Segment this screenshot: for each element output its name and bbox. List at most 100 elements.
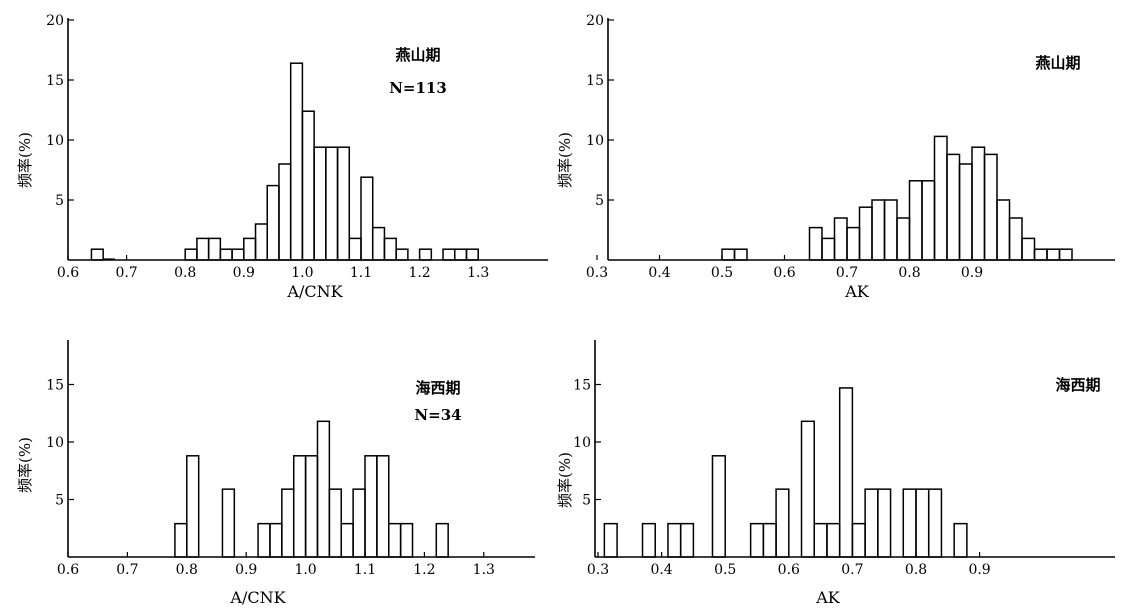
histogram-bar [821,237,836,261]
histogram-bar [838,387,854,558]
histogram-bar [243,237,257,261]
x-tick-label: 0.6 [773,265,795,281]
sample-count-label: N=34 [414,406,461,424]
histogram-bar [775,488,790,558]
y-tick-label: 5 [55,493,64,509]
histogram-bar [603,522,618,558]
histogram-bar [846,226,861,261]
y-tick-label: 15 [573,378,591,394]
histogram-bar [826,522,841,558]
histogram-bar [395,248,409,261]
histogram-bar [316,420,331,558]
histogram-bar [184,248,198,261]
x-tick-label: 0.9 [968,562,990,578]
y-tick-label: 15 [46,378,64,394]
y-tick-label: 15 [46,73,64,89]
x-tick-label: 0.9 [961,265,983,281]
y-tick-label: 10 [46,435,64,451]
histogram-bar [858,206,873,261]
histogram-bar [679,522,695,558]
histogram-bar [983,153,998,261]
histogram-bar [877,488,892,558]
y-axis-title: 频率(%) [16,437,34,493]
histogram-bar [921,180,936,261]
histogram-bar [221,488,236,558]
y-tick-label: 10 [46,133,64,149]
histogram-bar [289,62,304,261]
histogram-bar [1058,248,1073,261]
histogram-bar [90,248,104,261]
histogram-bar [360,176,374,261]
period-annotation: 燕山期 [1035,54,1080,72]
histogram-bar [808,226,823,261]
x-tick-label: 0.9 [233,265,255,281]
histogram-bar [711,455,726,558]
histogram-bar [864,488,879,558]
histogram-bar [896,217,911,261]
histogram-bar [435,522,449,558]
chart-ak-haixi: 5 10 15 0.3 0.4 0.5 0.6 0.7 0.8 0.9 AK 频率(%) 海西期 [556,340,1115,607]
histogram-bar [257,522,271,558]
histogram-bar [388,522,402,558]
histogram-bar [304,455,319,558]
histogram-bar [996,199,1011,261]
histogram-bar [1008,217,1023,261]
x-tick-label: 0.7 [841,562,863,578]
histogram-bar [325,146,339,261]
x-tick-label: 0.8 [176,562,198,578]
x-tick-label: 0.5 [714,562,736,578]
histogram-bar [915,488,930,558]
histogram-bar [908,180,923,261]
x-tick-label: 0.4 [650,562,672,578]
x-tick-label: 0.8 [898,265,920,281]
x-axis-title: AK [815,588,841,607]
histogram-bar [800,420,815,558]
histogram-bar [958,163,973,261]
histogram-bar [871,199,886,261]
histogram-bar [454,248,468,261]
histogram-bar [383,237,397,261]
y-tick-label: 20 [586,13,604,29]
histogram-bar [399,522,414,558]
histogram-bar [266,184,280,261]
y-tick-label: 5 [582,493,591,509]
period-annotation: 燕山期 [395,46,440,64]
chart-ak-yanshan: 5 10 15 20 0.3 0.4 0.5 0.6 0.7 0.8 0.9 AK 频率(%) 燕山期 [556,13,1115,301]
chart-acnk-haixi: 5 10 15 0.6 0.7 0.8 0.9 1.0 1.1 1.2 1.3 A/CNK 频率(%) 海… [16,340,535,607]
histogram-bar [418,248,433,261]
chart-acnk-yanshan: 5 10 15 20 0.6 0.7 0.8 0.9 1.0 1.1 1.2 1.3 A/CNK 频率(%… [16,13,548,301]
histogram-bar [971,146,986,261]
histogram-bar [371,226,386,261]
period-annotation: 海西期 [415,379,460,397]
histogram-bar [749,522,765,558]
histogram-bar [733,248,748,261]
x-tick-label: 0.3 [586,265,608,281]
y-tick-label: 20 [46,13,64,29]
histogram-bar [902,488,917,558]
x-axis-title: A/CNK [229,588,286,607]
x-tick-label: 0.3 [587,562,609,578]
x-tick-label: 1.3 [473,562,495,578]
histogram-bar [336,146,351,261]
x-tick-label: 1.0 [291,265,313,281]
x-tick-label: 1.3 [467,265,489,281]
histogram-bar [667,522,682,558]
x-axis-title: AK [844,282,870,301]
histogram-bar [196,237,210,261]
y-tick-label: 5 [55,193,64,209]
histogram-bar [301,110,315,261]
histogram-bar [833,217,848,261]
histogram-bar [721,248,736,261]
x-tick-label: 1.2 [413,562,435,578]
histogram-bar [269,522,283,558]
x-tick-label: 0.6 [57,562,79,578]
histogram-bar [328,488,342,558]
histogram-bar [762,522,777,558]
x-tick-label: 0.6 [57,265,79,281]
x-tick-label: 0.9 [235,562,257,578]
histogram-bar [254,223,268,261]
histogram-bar [348,237,362,261]
x-tick-label: 0.7 [116,562,138,578]
x-tick-label: 0.8 [905,562,927,578]
